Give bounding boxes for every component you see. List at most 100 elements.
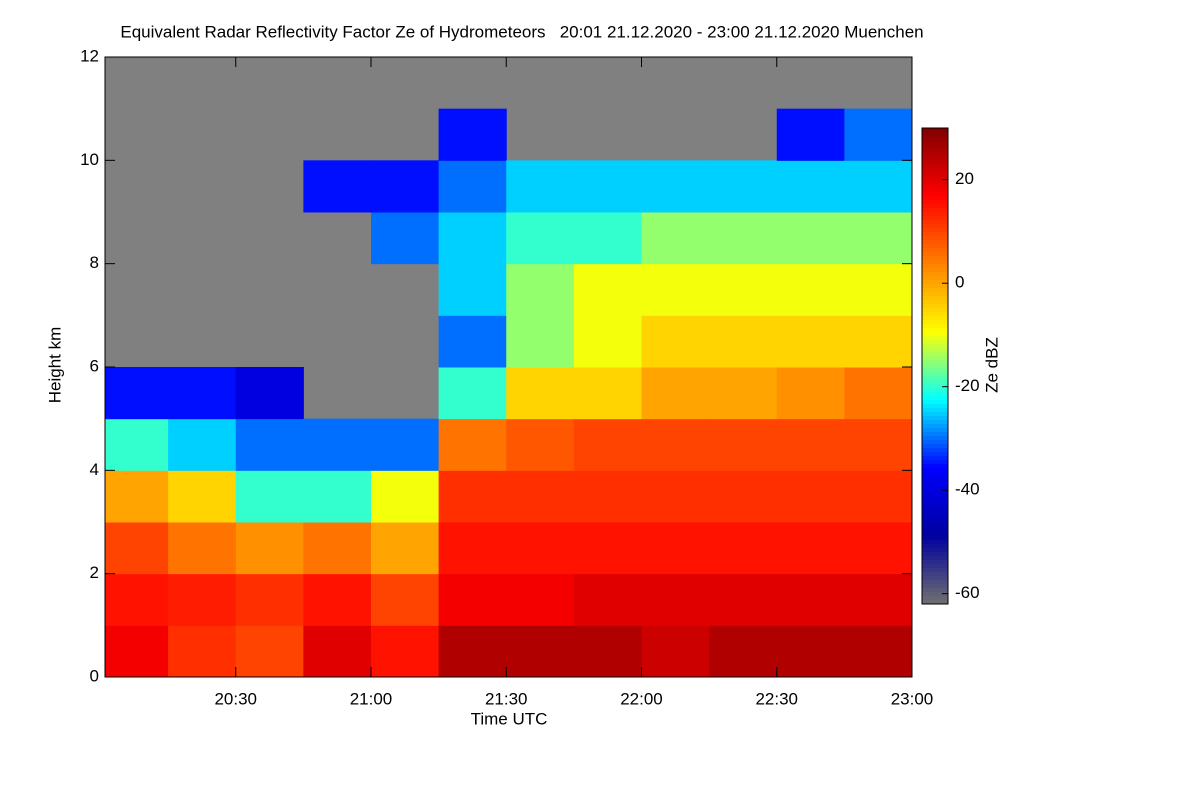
cell: [370, 625, 440, 678]
cell: [573, 367, 642, 420]
cell: [168, 367, 237, 420]
colorbar-swatch: [922, 152, 948, 157]
colorbar-swatch: [922, 192, 948, 197]
colorbar-swatch: [922, 404, 948, 409]
colorbar-swatch: [922, 452, 948, 457]
colorbar-swatch: [922, 328, 948, 333]
heatmap: [105, 57, 913, 678]
cell: [641, 160, 710, 213]
colorbar-swatch: [922, 552, 948, 557]
cell: [844, 418, 913, 471]
colorbar-swatch: [922, 284, 948, 289]
y-tick-label: 4: [90, 460, 99, 479]
cell: [844, 108, 913, 161]
colorbar-swatch: [922, 396, 948, 401]
colorbar-swatch: [922, 592, 948, 597]
colorbar-swatch: [922, 144, 948, 149]
cell: [303, 522, 372, 575]
colorbar-swatch: [922, 288, 948, 293]
cell: [235, 522, 304, 575]
colorbar-swatch: [922, 496, 948, 501]
colorbar-swatch: [922, 132, 948, 137]
colorbar-swatch: [922, 600, 948, 605]
cell: [709, 573, 778, 626]
colorbar-swatch: [922, 508, 948, 513]
colorbar-swatch: [922, 376, 948, 381]
cell: [709, 470, 778, 523]
colorbar-swatch: [922, 316, 948, 321]
cell: [370, 573, 440, 626]
colorbar-swatch: [922, 220, 948, 225]
cell: [844, 573, 913, 626]
cell: [105, 573, 169, 626]
y-tick-label: 10: [80, 150, 99, 169]
colorbar-swatch: [922, 320, 948, 325]
cell: [370, 212, 440, 265]
colorbar-swatch: [922, 580, 948, 585]
cell: [303, 160, 372, 213]
cell: [506, 522, 575, 575]
colorbar-swatch: [922, 564, 948, 569]
colorbar-swatch: [922, 304, 948, 309]
y-tick-label: 2: [90, 563, 99, 582]
colorbar-swatch: [922, 416, 948, 421]
cell: [438, 367, 507, 420]
colorbar-swatch: [922, 460, 948, 465]
x-tick-label: 21:30: [485, 689, 528, 708]
colorbar-swatch: [922, 256, 948, 261]
cell: [438, 522, 507, 575]
colorbar-swatch: [922, 172, 948, 177]
colorbar-swatch: [922, 468, 948, 473]
cell: [438, 160, 507, 213]
colorbar-swatch: [922, 596, 948, 601]
colorbar-swatch: [922, 352, 948, 357]
cell: [438, 212, 507, 265]
cell: [573, 212, 642, 265]
cell: [303, 573, 372, 626]
colorbar-tick-label: -60: [955, 583, 980, 602]
cell: [235, 418, 304, 471]
cell: [573, 625, 642, 678]
cell: [235, 367, 304, 420]
colorbar-swatch: [922, 348, 948, 353]
cell: [844, 470, 913, 523]
colorbar-swatch: [922, 356, 948, 361]
cell: [438, 470, 507, 523]
cell: [641, 625, 710, 678]
cell: [844, 367, 913, 420]
colorbar-swatch: [922, 308, 948, 313]
colorbar-swatch: [922, 360, 948, 365]
colorbar-swatch: [922, 572, 948, 577]
colorbar-swatch: [922, 528, 948, 533]
cell: [370, 160, 440, 213]
cell: [776, 108, 845, 161]
colorbar-tick-label: 0: [955, 273, 964, 292]
colorbar-swatch: [922, 164, 948, 169]
colorbar-frame: [921, 127, 949, 605]
cell: [438, 573, 507, 626]
cell: [168, 625, 237, 678]
colorbar: [922, 128, 948, 605]
colorbar-swatch: [922, 476, 948, 481]
colorbar-swatch: [922, 588, 948, 593]
cell: [844, 212, 913, 265]
colorbar-swatch: [922, 268, 948, 273]
colorbar-swatch: [922, 504, 948, 509]
cell: [506, 263, 575, 316]
colorbar-swatch: [922, 136, 948, 141]
cell: [573, 573, 642, 626]
cell: [105, 470, 169, 523]
cell: [506, 367, 575, 420]
colorbar-swatch: [922, 444, 948, 449]
colorbar-swatch: [922, 576, 948, 581]
colorbar-swatch: [922, 260, 948, 265]
cell: [303, 418, 372, 471]
colorbar-swatch: [922, 424, 948, 429]
cell: [506, 418, 575, 471]
colorbar-swatch: [922, 464, 948, 469]
cell: [573, 263, 642, 316]
colorbar-swatch: [922, 568, 948, 573]
cell: [776, 263, 845, 316]
cell: [438, 108, 507, 161]
